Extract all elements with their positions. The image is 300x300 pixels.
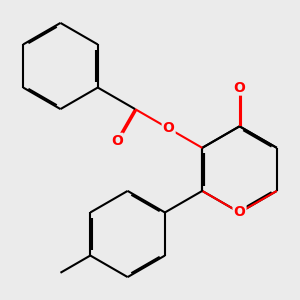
Text: O: O bbox=[163, 122, 175, 136]
Text: O: O bbox=[234, 206, 245, 220]
Text: O: O bbox=[111, 134, 123, 148]
Text: O: O bbox=[234, 80, 245, 94]
